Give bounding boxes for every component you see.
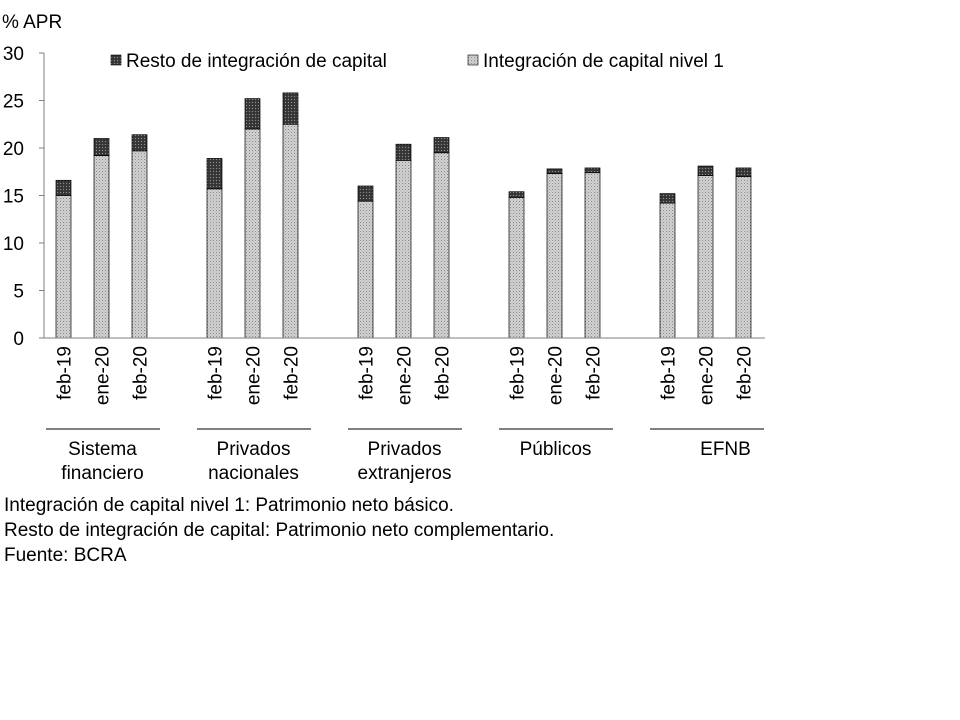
bar-nivel1 bbox=[433, 152, 450, 339]
group-label: Privados bbox=[217, 439, 291, 460]
bar-nivel1 bbox=[546, 173, 563, 339]
x-tick-label: feb-19 bbox=[659, 346, 680, 400]
x-axis: feb-19 ene-20 feb-20 Sistema financiero feb-1… bbox=[44, 337, 765, 484]
bar-resto bbox=[244, 98, 261, 130]
group-label: financiero bbox=[61, 463, 143, 484]
group-label: Privados bbox=[368, 439, 442, 460]
x-tick-label: feb-19 bbox=[206, 346, 227, 400]
bar-resto bbox=[93, 138, 110, 156]
x-tick-label: ene-20 bbox=[244, 346, 265, 405]
bar-nivel1 bbox=[206, 188, 223, 339]
bar-nivel1 bbox=[697, 175, 714, 339]
stacked-bar-chart: % APR Resto de integración de capital In… bbox=[2, 12, 765, 484]
bar-resto bbox=[395, 143, 412, 161]
x-tick-label: feb-20 bbox=[131, 346, 152, 400]
group-label: nacionales bbox=[208, 463, 299, 484]
x-tick-label: feb-19 bbox=[55, 346, 76, 400]
source-note: Fuente: BCRA bbox=[4, 545, 127, 566]
bar-nivel1 bbox=[508, 197, 525, 339]
x-tick-label: feb-20 bbox=[735, 346, 756, 400]
x-tick-label: ene-20 bbox=[93, 346, 114, 405]
bar-nivel1 bbox=[395, 160, 412, 339]
bar-resto bbox=[131, 134, 148, 152]
legend: Resto de integración de capital Integrac… bbox=[110, 51, 724, 72]
x-tick-label: feb-20 bbox=[282, 346, 303, 400]
bar-nivel1 bbox=[735, 176, 752, 339]
note-resto: Resto de integración de capital: Patrimo… bbox=[4, 520, 555, 541]
group-label: Sistema bbox=[68, 439, 137, 460]
bar-resto bbox=[546, 168, 563, 174]
y-tick-label: 5 bbox=[13, 282, 24, 303]
x-tick-label: ene-20 bbox=[697, 346, 718, 405]
y-axis-unit: % APR bbox=[2, 12, 62, 33]
y-tick-label: 20 bbox=[3, 139, 24, 160]
x-tick-label: feb-19 bbox=[357, 346, 378, 400]
bar-nivel1 bbox=[131, 150, 148, 339]
bar-nivel1 bbox=[93, 155, 110, 339]
legend-swatch-resto bbox=[110, 54, 122, 66]
bar-resto bbox=[282, 92, 299, 125]
legend-label-nivel1: Integración de capital nivel 1 bbox=[483, 51, 724, 72]
y-axis: 0 5 10 15 20 25 30 bbox=[3, 44, 45, 350]
group-label: Públicos bbox=[520, 439, 592, 460]
bar-nivel1 bbox=[55, 195, 72, 339]
x-tick-label: feb-20 bbox=[584, 346, 605, 400]
x-tick-label: feb-19 bbox=[508, 346, 529, 400]
chart-notes: Integración de capital nivel 1: Patrimon… bbox=[4, 493, 554, 568]
bar-resto bbox=[735, 167, 752, 177]
bar-resto bbox=[508, 191, 525, 198]
bar-resto bbox=[55, 179, 72, 196]
y-tick-label: 10 bbox=[3, 234, 24, 255]
group-label: extranjeros bbox=[358, 463, 452, 484]
y-tick-label: 25 bbox=[3, 92, 24, 113]
bar-resto bbox=[357, 185, 374, 202]
x-tick-label: ene-20 bbox=[395, 346, 416, 405]
bar-nivel1 bbox=[659, 202, 676, 339]
x-tick-label: feb-20 bbox=[433, 346, 454, 400]
bar-nivel1 bbox=[584, 172, 601, 339]
y-tick-label: 30 bbox=[3, 44, 24, 65]
bar-nivel1 bbox=[244, 128, 261, 339]
x-tick-label: ene-20 bbox=[546, 346, 567, 405]
bar-resto bbox=[433, 137, 450, 154]
bar-nivel1 bbox=[282, 123, 299, 339]
bars bbox=[55, 92, 752, 339]
group-label: EFNB bbox=[700, 439, 751, 460]
bar-resto bbox=[206, 158, 223, 190]
legend-swatch-nivel1 bbox=[467, 54, 479, 66]
note-nivel1: Integración de capital nivel 1: Patrimon… bbox=[4, 495, 454, 516]
bar-resto bbox=[697, 165, 714, 176]
legend-label-resto: Resto de integración de capital bbox=[126, 51, 387, 72]
bar-nivel1 bbox=[357, 200, 374, 339]
y-tick-label: 15 bbox=[3, 187, 24, 208]
y-tick-label: 0 bbox=[13, 329, 24, 350]
bar-resto bbox=[584, 167, 601, 174]
bar-resto bbox=[659, 193, 676, 204]
